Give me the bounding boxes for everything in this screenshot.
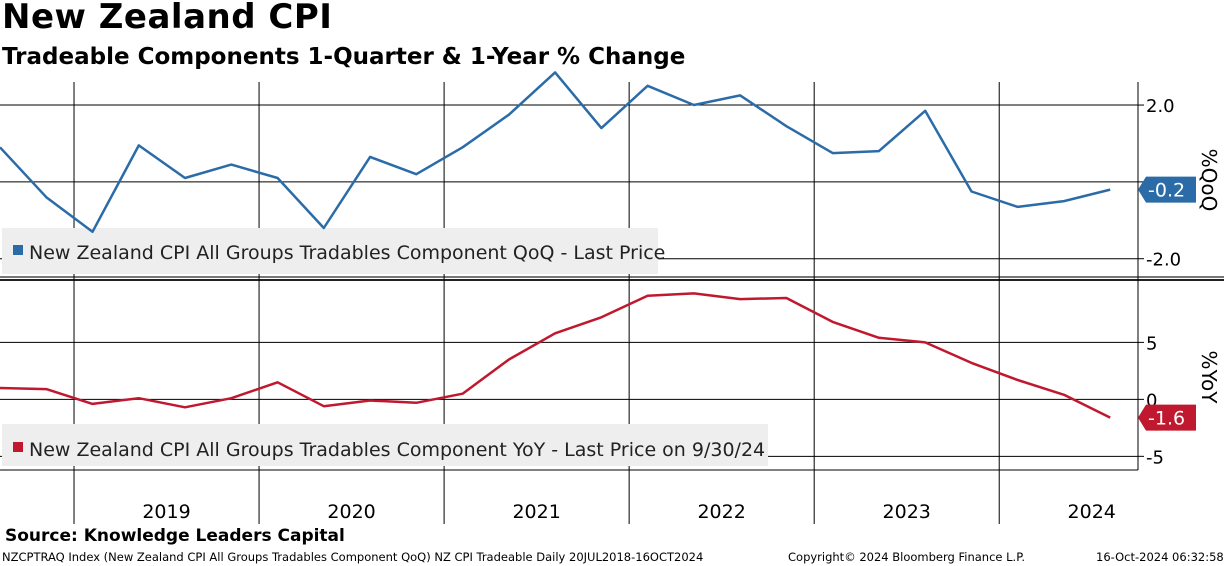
yoy-y-tick-label-2: -5 xyxy=(1146,447,1164,468)
source-note: Source: Knowledge Leaders Capital xyxy=(5,526,345,546)
qoq-y-tick-label-2: -2.0 xyxy=(1146,250,1181,271)
yoy-y-tick-label-1: 0 xyxy=(1146,390,1157,411)
chart-subtitle: Tradeable Components 1-Quarter & 1-Year … xyxy=(2,44,686,70)
qoq-last-value-flag xyxy=(1138,176,1196,203)
series-lines xyxy=(0,71,1111,419)
legend-qoq: New Zealand CPI All Groups Tradables Com… xyxy=(2,228,665,274)
x-tick-label-2020: 2020 xyxy=(327,501,375,523)
x-axis-labels: 2019 2020 2021 2022 2023 2024 xyxy=(142,501,1116,523)
legend-qoq-text: New Zealand CPI All Groups Tradables Com… xyxy=(29,242,665,264)
legend-qoq-swatch xyxy=(13,245,23,255)
x-tick-label-2024: 2024 xyxy=(1068,501,1116,523)
y-axis-ticks: 2.0 -2.0 5 0 -5 xyxy=(1138,96,1181,468)
footer-index-info: NZCPTRAQ Index (New Zealand CPI All Grou… xyxy=(2,550,704,564)
x-tick-label-2019: 2019 xyxy=(142,501,190,523)
x-tick-label-2023: 2023 xyxy=(883,501,931,523)
legend-yoy-text: New Zealand CPI All Groups Tradables Com… xyxy=(29,439,765,461)
x-tick-label-2022: 2022 xyxy=(697,501,745,523)
last-value-labels: -0.2 -1.6 xyxy=(1138,176,1196,431)
footer-timestamp: 16-Oct-2024 06:32:58 xyxy=(1096,550,1224,564)
legend-yoy-swatch xyxy=(13,442,23,452)
qoq-y-tick-label-0: 2.0 xyxy=(1146,96,1175,117)
y-axis-label-qoq: %QoQ xyxy=(1197,149,1221,212)
footer-copyright: Copyright© 2024 Bloomberg Finance L.P. xyxy=(788,550,1025,564)
legend-yoy: New Zealand CPI All Groups Tradables Com… xyxy=(2,424,768,466)
qoq-series-line xyxy=(0,71,1111,234)
x-tick-label-2021: 2021 xyxy=(512,501,560,523)
yoy-y-tick-label-0: 5 xyxy=(1146,333,1157,354)
y-axis-label-yoy: %YoY xyxy=(1197,350,1221,404)
yoy-last-value-flag xyxy=(1138,404,1196,431)
yoy-last-value-label: -1.6 xyxy=(1148,408,1185,430)
qoq-last-value-label: -0.2 xyxy=(1148,180,1185,202)
chart-title: New Zealand CPI xyxy=(2,0,333,37)
